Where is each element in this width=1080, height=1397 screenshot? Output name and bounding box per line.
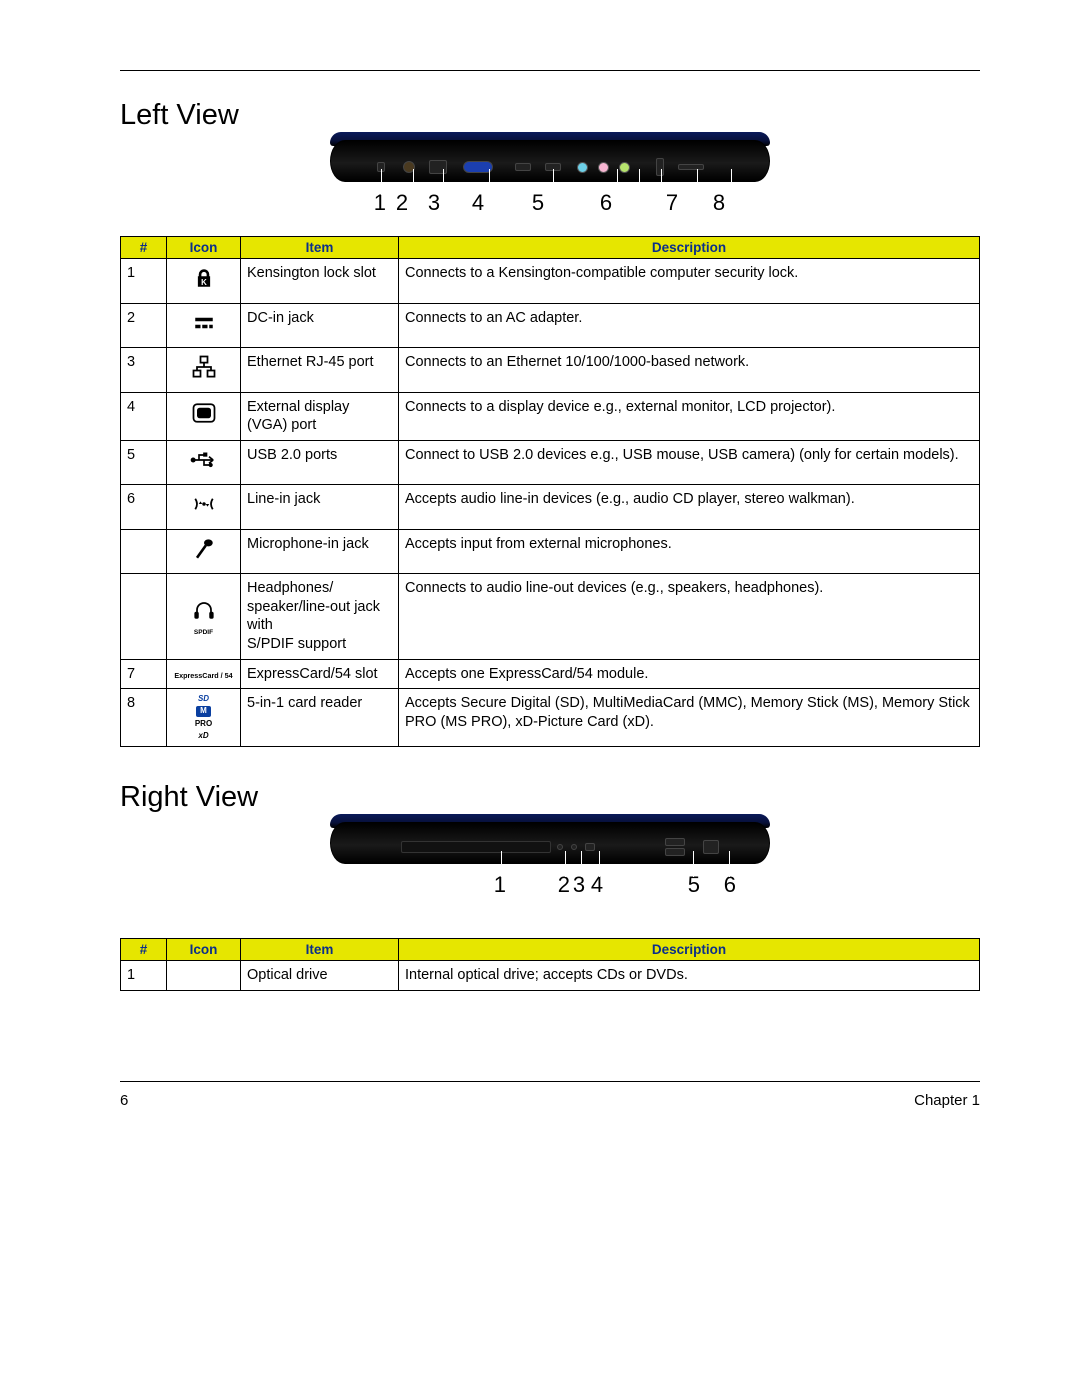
port-indicator: [557, 844, 563, 850]
table-row: 3 Ethernet RJ-45 port Connects to an Eth…: [121, 348, 980, 393]
svg-text:K: K: [201, 278, 207, 287]
right-view-title: Right View: [120, 781, 980, 814]
port-headphone: [619, 162, 630, 173]
table-row: Microphone-in jack Accepts input from ex…: [121, 529, 980, 574]
port-indicator: [571, 844, 577, 850]
port-usb-stack: [665, 838, 685, 856]
col-num: #: [121, 939, 167, 961]
page-number: 6: [120, 1092, 128, 1109]
page-top-rule: [120, 70, 980, 71]
port-cardreader: [678, 164, 704, 170]
col-item: Item: [241, 939, 399, 961]
line-in-icon: [167, 485, 241, 530]
col-item: Item: [241, 237, 399, 259]
table-row: 6 Line-in jack Accepts audio line-in dev…: [121, 485, 980, 530]
table-row: 5 USB 2.0 ports Connect to USB 2.0 devic…: [121, 440, 980, 485]
port-mic-in: [598, 162, 609, 173]
table-row: SPDIF Headphones/ speaker/line-out jack …: [121, 574, 980, 659]
col-num: #: [121, 237, 167, 259]
left-view-callout-numbers: 1 2 3 4 5 6 7 8: [330, 190, 770, 216]
cardreader-icon: SD M PRO xD: [167, 689, 241, 747]
table-row: 2 DC-in jack Connects to an AC adapter.: [121, 303, 980, 348]
port-line-in: [577, 162, 588, 173]
port-modem: [703, 840, 719, 854]
port-expresscard: [656, 158, 664, 176]
table-row: 1 K Kensington lock slot Connects to a K…: [121, 259, 980, 304]
col-desc: Description: [399, 237, 980, 259]
port-eject: [585, 843, 595, 851]
dc-in-icon: [167, 303, 241, 348]
right-view-callout-numbers: 1 2 3 4 5 6: [330, 872, 770, 898]
vga-icon: [167, 392, 241, 440]
expresscard-icon: ExpressCard / 54: [167, 659, 241, 689]
kensington-icon: K: [167, 259, 241, 304]
col-desc: Description: [399, 939, 980, 961]
port-usb: [515, 163, 531, 171]
headphones-icon: SPDIF: [167, 574, 241, 659]
page-footer: 6 Chapter 1: [120, 1081, 980, 1109]
mic-icon: [167, 529, 241, 574]
port-optical-drive: [401, 841, 551, 853]
ethernet-icon: [167, 348, 241, 393]
right-view-figure: 1 2 3 4 5 6: [120, 822, 980, 898]
table-row: 1 Optical drive Internal optical drive; …: [121, 961, 980, 991]
table-row: 4 External display (VGA) port Connects t…: [121, 392, 980, 440]
spdif-label: SPDIF: [173, 629, 234, 637]
col-icon: Icon: [167, 939, 241, 961]
table-row: 8 SD M PRO xD 5-in-1 card reader Accepts…: [121, 689, 980, 747]
left-view-figure: 1 2 3 4 5 6 7 8: [120, 140, 980, 216]
port-ethernet: [429, 160, 447, 174]
chapter-label: Chapter 1: [914, 1092, 980, 1109]
left-view-table: # Icon Item Description 1 K Kensington l…: [120, 236, 980, 747]
col-icon: Icon: [167, 237, 241, 259]
usb-icon: [167, 440, 241, 485]
table-row: 7 ExpressCard / 54 ExpressCard/54 slot A…: [121, 659, 980, 689]
left-view-title: Left View: [120, 99, 980, 132]
right-view-table: # Icon Item Description 1 Optical drive …: [120, 938, 980, 991]
